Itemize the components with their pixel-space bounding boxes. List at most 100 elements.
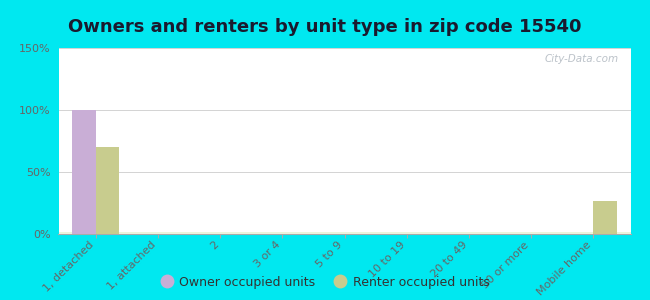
Bar: [58, 233, 630, 234]
Bar: [58, 232, 630, 233]
Bar: [58, 233, 630, 234]
Bar: [58, 233, 630, 234]
Bar: [58, 232, 630, 233]
Bar: [58, 233, 630, 234]
Bar: [58, 232, 630, 233]
Bar: [58, 233, 630, 234]
Bar: [58, 232, 630, 233]
Bar: [58, 232, 630, 233]
Bar: [58, 232, 630, 233]
Bar: [58, 232, 630, 233]
Bar: [58, 232, 630, 233]
Bar: [58, 233, 630, 234]
Bar: [58, 232, 630, 233]
Bar: [58, 232, 630, 233]
Bar: [58, 232, 630, 233]
Bar: [58, 233, 630, 234]
Bar: [58, 233, 630, 234]
Bar: [58, 232, 630, 233]
Bar: [58, 233, 630, 234]
Bar: [58, 233, 630, 234]
Bar: [58, 233, 630, 234]
Bar: [58, 233, 630, 234]
Bar: [58, 233, 630, 234]
Bar: [58, 232, 630, 234]
Bar: [58, 232, 630, 233]
Bar: [58, 232, 630, 233]
Bar: [58, 233, 630, 234]
Bar: [58, 232, 630, 233]
Bar: [58, 232, 630, 233]
Bar: [58, 232, 630, 233]
Bar: [58, 233, 630, 234]
Bar: [58, 232, 630, 233]
Bar: [58, 232, 630, 233]
Bar: [58, 233, 630, 234]
Text: City-Data.com: City-Data.com: [545, 54, 619, 64]
Bar: [58, 232, 630, 233]
Bar: [58, 232, 630, 233]
Bar: [58, 232, 630, 233]
Bar: [58, 233, 630, 234]
Bar: [58, 233, 630, 234]
Bar: [58, 233, 630, 234]
Bar: [58, 232, 630, 233]
Bar: [58, 232, 630, 233]
Bar: [58, 233, 630, 234]
Bar: [58, 232, 630, 233]
Bar: [58, 233, 630, 234]
Bar: [58, 233, 630, 234]
Bar: [72, 110, 96, 234]
Bar: [58, 233, 630, 234]
Bar: [58, 232, 630, 233]
Bar: [58, 232, 630, 233]
Bar: [58, 232, 630, 234]
Bar: [58, 232, 630, 233]
Bar: [58, 233, 630, 234]
Bar: [58, 232, 630, 233]
Text: Owners and renters by unit type in zip code 15540: Owners and renters by unit type in zip c…: [68, 18, 582, 36]
Bar: [58, 232, 630, 233]
Bar: [58, 232, 630, 233]
Bar: [58, 232, 630, 233]
Bar: [58, 232, 630, 233]
Bar: [58, 233, 630, 234]
Bar: [58, 232, 630, 233]
Bar: [58, 232, 630, 233]
Bar: [58, 233, 630, 234]
Bar: [58, 233, 630, 234]
Bar: [58, 232, 630, 233]
Bar: [58, 232, 630, 233]
Bar: [58, 232, 630, 233]
Bar: [58, 233, 630, 234]
Bar: [58, 232, 630, 233]
Bar: [58, 233, 630, 234]
Bar: [58, 233, 630, 234]
Bar: [58, 233, 630, 234]
Bar: [58, 233, 630, 234]
Bar: [58, 233, 630, 234]
Bar: [593, 200, 617, 234]
Bar: [58, 232, 630, 233]
Bar: [58, 232, 630, 233]
Bar: [58, 232, 630, 233]
Bar: [58, 233, 630, 234]
Bar: [58, 233, 630, 234]
Bar: [58, 232, 630, 233]
Bar: [58, 232, 630, 233]
Bar: [58, 233, 630, 234]
Bar: [58, 232, 630, 233]
Bar: [58, 233, 630, 234]
Bar: [58, 233, 630, 234]
Bar: [58, 232, 630, 233]
Bar: [58, 232, 630, 233]
Bar: [58, 233, 630, 234]
Bar: [58, 233, 630, 234]
Bar: [58, 233, 630, 234]
Bar: [58, 232, 630, 233]
Bar: [58, 232, 630, 233]
Bar: [58, 232, 630, 233]
Bar: [58, 232, 630, 233]
Bar: [58, 232, 630, 233]
Bar: [58, 232, 630, 233]
